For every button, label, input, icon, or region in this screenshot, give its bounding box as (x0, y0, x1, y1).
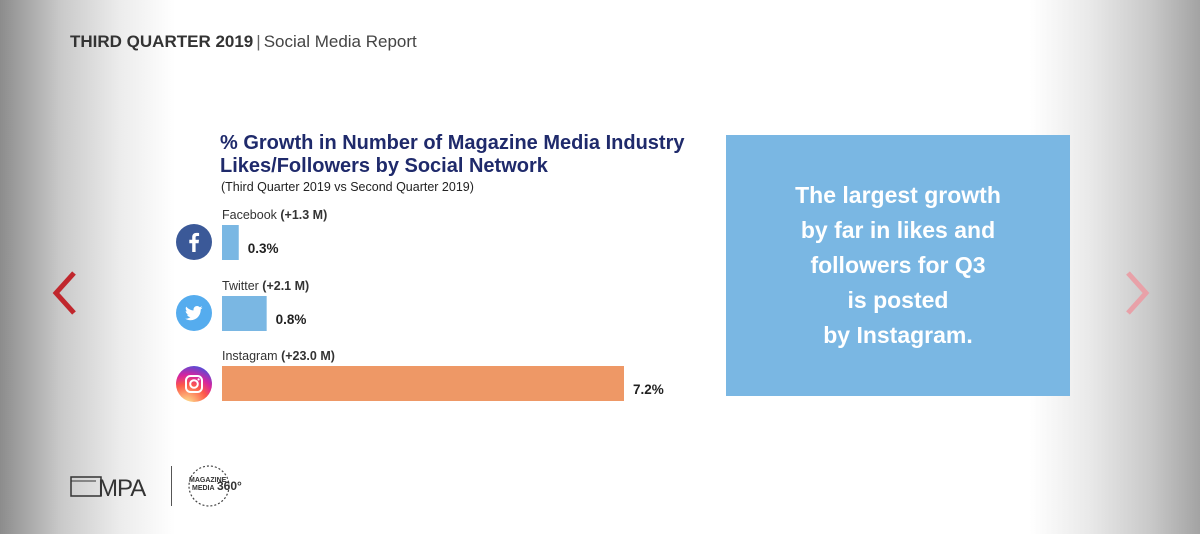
header-separator: | (256, 32, 261, 51)
callout-line: is posted (847, 287, 949, 313)
callout-line: The largest growth (795, 182, 1001, 208)
header-report-title: Social Media Report (263, 32, 417, 51)
svg-text:360°: 360° (217, 479, 242, 493)
svg-text:MPA: MPA (98, 475, 146, 502)
mpa-logo: MPA (70, 475, 147, 502)
instagram-bar (222, 366, 624, 401)
chart-title: % Growth in Number of Magazine Media Ind… (220, 132, 685, 177)
insight-callout: The largest growth by far in likes and f… (726, 135, 1070, 396)
magazine-media-360-logo: MAGAZINE MEDIA 360° (188, 465, 242, 507)
twitter-bar (222, 296, 267, 331)
facebook-icon (176, 224, 212, 260)
facebook-bar (222, 225, 239, 260)
instagram-value-label: 7.2% (633, 382, 664, 397)
instagram-icon (176, 366, 212, 402)
footer-logos: MPA MAGAZINE MEDIA 360° (70, 462, 270, 510)
logo-divider (171, 466, 172, 506)
svg-text:MAGAZINE: MAGAZINE (189, 477, 227, 484)
instagram-category-label: Instagram (+23.0 M) (222, 349, 335, 363)
twitter-value-label: 0.8% (276, 312, 307, 327)
chevron-left-icon (52, 271, 76, 315)
facebook-value-label: 0.3% (248, 241, 279, 256)
previous-slide-button[interactable] (50, 270, 80, 316)
callout-line: by Instagram. (823, 322, 973, 348)
bar-chart: Facebook (+1.3 M) 0.3% Twitter (+2.1 M) 0.8… (222, 208, 664, 401)
callout-line: followers for Q3 (810, 252, 986, 278)
next-slide-button[interactable] (1122, 270, 1152, 316)
twitter-icon (176, 295, 212, 331)
page-header: THIRD QUARTER 2019 | Social Media Report (70, 32, 417, 52)
callout-text: The largest growth by far in likes and f… (775, 178, 1021, 353)
facebook-category-label: Facebook (+1.3 M) (222, 208, 327, 222)
chevron-right-icon (1126, 271, 1150, 315)
callout-line: by far in likes and (800, 217, 996, 243)
twitter-category-label: Twitter (+2.1 M) (222, 279, 309, 293)
header-quarter: THIRD QUARTER 2019 (70, 32, 254, 51)
svg-text:MEDIA: MEDIA (192, 485, 215, 492)
chart-subtitle: (Third Quarter 2019 vs Second Quarter 20… (221, 180, 474, 194)
